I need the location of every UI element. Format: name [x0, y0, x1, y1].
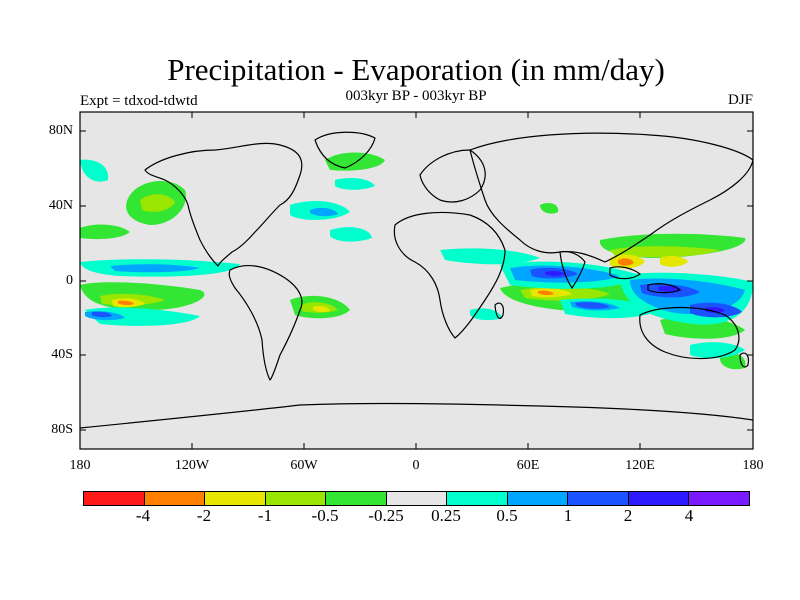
colorbar-bin: [568, 492, 629, 505]
lon-label-120w: 120W: [174, 458, 210, 473]
colorbar-label: -4: [135, 506, 151, 525]
colorbar-bin: [326, 492, 387, 505]
colorbar-bin: [84, 492, 145, 505]
colorbar-label: -1: [257, 506, 273, 525]
colorbar-bin: [144, 492, 206, 505]
colorbar-label: 4: [684, 506, 694, 525]
lon-label-60e: 60E: [516, 458, 540, 473]
colorbar-label: -2: [196, 506, 212, 525]
colorbar-bin: [205, 492, 266, 505]
colorbar-label: 0.25: [431, 506, 461, 525]
lon-label-0: 0: [412, 458, 420, 473]
colorbar-bin: [628, 492, 690, 505]
colorbar-label: -0.5: [311, 506, 339, 525]
chart-title: Precipitation - Evaporation (in mm/day): [167, 52, 665, 87]
lat-label-80n: 80N: [48, 123, 73, 138]
lon-label-180-right: 180: [742, 458, 764, 473]
lon-label-120e: 120E: [625, 458, 655, 473]
colorbar-bin: [447, 492, 508, 505]
colorbar-bin: [507, 492, 569, 505]
colorbar: [83, 491, 750, 506]
lat-label-80s: 80S: [51, 422, 73, 437]
lon-label-180-left: 180: [69, 458, 91, 473]
lat-label-40n: 40N: [48, 198, 73, 213]
axis-ticks: [80, 112, 753, 449]
lat-label-40s: 40S: [51, 347, 73, 362]
colorbar-label: 2: [623, 506, 633, 525]
lon-label-60w: 60W: [290, 458, 318, 473]
lat-label-0: 0: [66, 273, 73, 288]
contour-fields: [80, 152, 753, 370]
colorbar-label: 0.5: [496, 506, 518, 525]
coastlines: [80, 131, 753, 429]
colorbar-label: 1: [563, 506, 573, 525]
experiment-label: Expt = tdxod-tdwtd: [80, 93, 198, 109]
season-label: DJF: [727, 92, 753, 108]
colorbar-bin: [265, 492, 327, 505]
colorbar-bin: [386, 492, 448, 505]
chart-subtitle: 003kyr BP - 003kyr BP: [345, 88, 487, 104]
colorbar-bin: [689, 492, 750, 505]
colorbar-label: -0.25: [368, 506, 404, 525]
